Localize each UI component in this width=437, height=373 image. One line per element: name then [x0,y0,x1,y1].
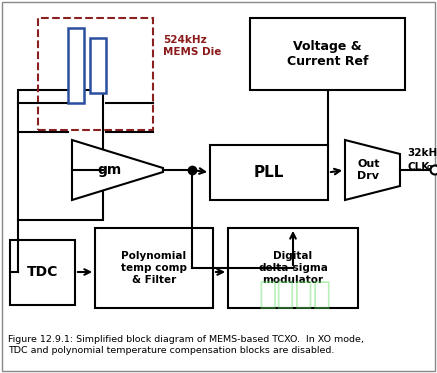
Text: CLK: CLK [407,162,429,172]
Bar [210,145,328,200]
Bar [10,240,75,305]
Text: Voltage &
Current Ref: Voltage & Current Ref [287,40,368,68]
Text: Out
Drv: Out Drv [357,159,380,181]
Text: 32kHz: 32kHz [407,148,437,158]
Bar [250,18,405,90]
Text: out: out [427,164,437,170]
Polygon shape [345,140,400,200]
Circle shape [430,166,437,175]
Bar [38,18,153,130]
Polygon shape [72,140,163,200]
Bar [90,38,106,93]
Bar [228,228,358,308]
Text: 524kHz
MEMS Die: 524kHz MEMS Die [163,35,222,57]
Bar [95,228,213,308]
Text: Polynomial
temp comp
& Filter: Polynomial temp comp & Filter [121,251,187,285]
Text: TDC and polynomial temperature compensation blocks are disabled.: TDC and polynomial temperature compensat… [8,346,334,355]
Text: Digital
delta-sigma
modulator: Digital delta-sigma modulator [258,251,328,285]
Bar [18,90,103,220]
Text: Figure 12.9.1: Simplified block diagram of MEMS-based TCXO.  In XO mode,: Figure 12.9.1: Simplified block diagram … [8,335,364,344]
Text: 壹兆電子: 壹兆電子 [259,280,332,310]
Text: TDC: TDC [27,266,58,279]
Text: gm: gm [97,163,121,177]
Text: PLL: PLL [254,165,284,180]
Bar [68,28,84,103]
